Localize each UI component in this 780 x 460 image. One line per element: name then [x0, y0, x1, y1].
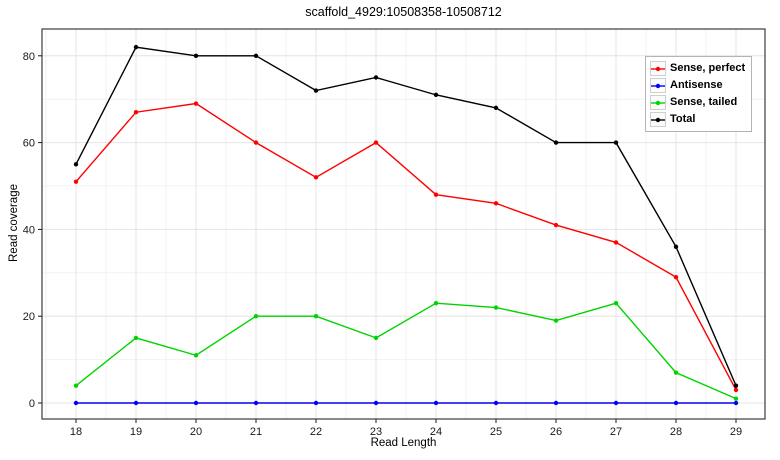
data-point [673, 400, 679, 406]
x-tick-label: 22 [310, 426, 322, 438]
legend-item-1: Antisense [650, 77, 745, 94]
data-point [673, 244, 679, 249]
y-tick-label: 0 [29, 398, 35, 410]
data-point [733, 400, 739, 406]
data-point [73, 179, 79, 184]
x-tick-label: 27 [610, 426, 622, 438]
x-tick-label: 19 [130, 426, 142, 438]
data-point [613, 140, 619, 145]
data-point [613, 300, 619, 306]
x-tick-label: 21 [250, 426, 262, 438]
legend-key-icon [650, 61, 666, 76]
data-point [673, 370, 679, 375]
data-point [493, 305, 499, 310]
data-point [193, 353, 199, 358]
data-point [133, 335, 139, 341]
legend-item-3: Total [650, 111, 745, 128]
data-point [313, 175, 319, 180]
data-point [133, 110, 139, 115]
data-point [613, 400, 619, 406]
data-point [373, 400, 379, 406]
data-point [433, 300, 439, 306]
x-tick-label: 23 [370, 426, 382, 438]
x-tick-label: 28 [670, 426, 682, 438]
data-point [313, 314, 319, 319]
data-point [73, 400, 79, 406]
chart-title: scaffold_4929:10508358-10508712 [305, 5, 502, 19]
data-point [433, 92, 439, 98]
y-axis-title: Read coverage [8, 184, 20, 262]
x-tick-label: 18 [70, 426, 82, 438]
data-point [553, 318, 559, 323]
data-point [733, 383, 739, 388]
data-point [73, 383, 79, 388]
data-point [253, 400, 259, 406]
legend-item-0: Sense, perfect [650, 60, 745, 77]
panel-border [41, 28, 766, 420]
data-point [133, 44, 139, 50]
data-point [373, 75, 379, 80]
data-point [433, 192, 439, 197]
series-line-3 [75, 46, 737, 386]
y-tick-label: 40 [23, 224, 35, 236]
data-point [493, 400, 499, 406]
x-tick-label: 25 [490, 426, 502, 438]
series-line-2 [75, 302, 737, 400]
data-point [433, 400, 439, 406]
x-tick-label: 24 [430, 426, 442, 438]
legend-label: Antisense [670, 79, 723, 91]
y-tick-label: 20 [23, 311, 35, 323]
data-point [193, 53, 199, 58]
data-point [193, 400, 199, 406]
legend-label: Total [670, 113, 696, 125]
data-point [553, 400, 559, 406]
legend-key-icon [650, 78, 666, 93]
x-tick-label: 20 [190, 426, 202, 438]
data-point [553, 222, 559, 228]
y-tick-label: 60 [23, 138, 35, 150]
data-point [673, 274, 679, 280]
data-point [313, 88, 319, 93]
x-axis-title: Read Length [370, 437, 437, 449]
y-tick-label: 80 [23, 51, 35, 63]
series-line-0 [75, 102, 737, 391]
data-point [253, 314, 259, 319]
legend: Sense, perfect Antisense Sense, tailed Tota… [645, 56, 753, 132]
data-point [133, 400, 139, 406]
x-tick-label: 29 [730, 426, 742, 438]
legend-label: Sense, perfect [670, 62, 746, 74]
legend-key-icon [650, 95, 666, 110]
data-point [73, 162, 79, 167]
data-point [553, 140, 559, 145]
data-point [313, 400, 319, 406]
legend-label: Sense, tailed [670, 96, 738, 108]
legend-key-icon [650, 112, 666, 127]
data-point [493, 201, 499, 206]
legend-item-2: Sense, tailed [650, 94, 745, 111]
data-point [493, 105, 499, 111]
data-point [193, 101, 199, 106]
data-point [373, 140, 379, 145]
data-point [733, 396, 739, 401]
data-point [733, 387, 739, 393]
data-point [373, 335, 379, 341]
data-point [253, 53, 259, 58]
data-point [613, 240, 619, 245]
plot-panel [42, 29, 765, 419]
x-tick-label: 26 [550, 426, 562, 438]
data-point [253, 140, 259, 145]
